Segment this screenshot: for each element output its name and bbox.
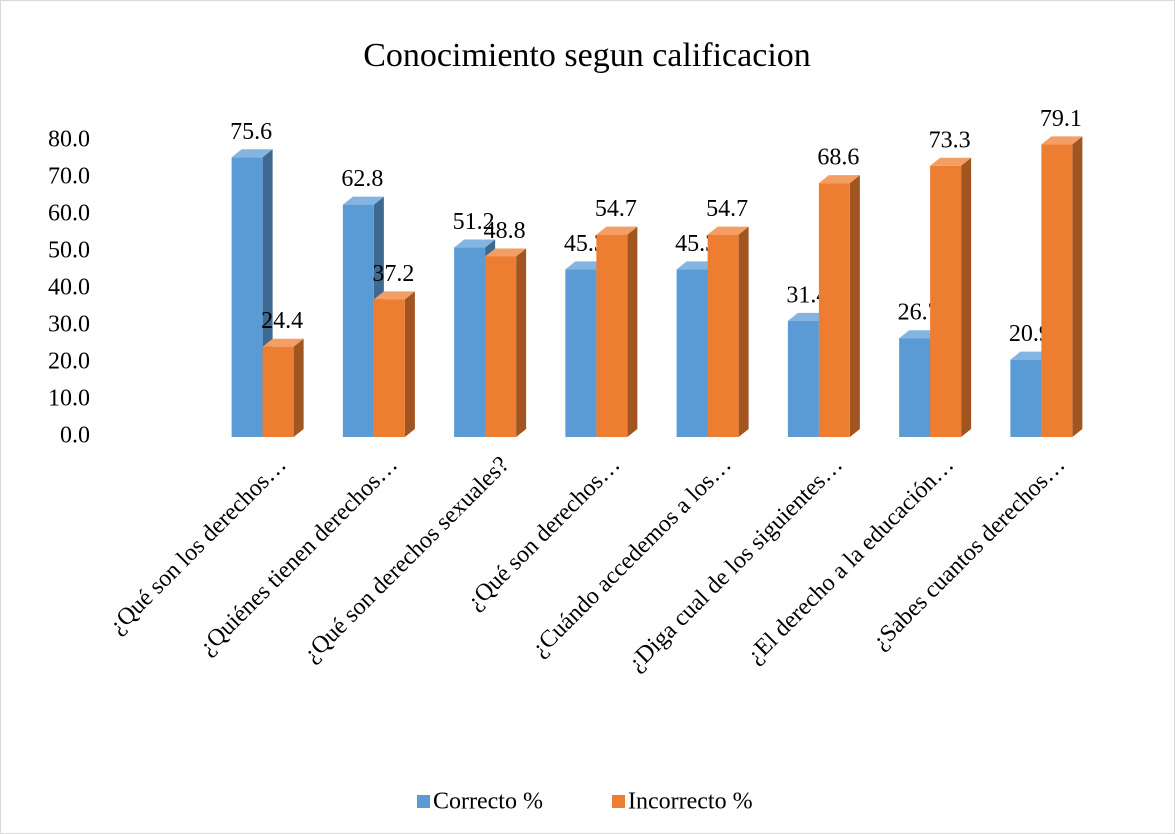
data-label: 75.6 [230, 119, 272, 145]
bar-side [849, 175, 860, 437]
bar-top [454, 239, 496, 248]
legend-swatch [417, 795, 430, 808]
data-label: 62.8 [341, 166, 383, 192]
bar-front [1010, 359, 1042, 437]
bar-front [787, 320, 819, 437]
chart-title: Conocimiento segun calificacion [363, 37, 811, 74]
data-label: 68.6 [817, 145, 859, 171]
bar [262, 338, 304, 437]
bar-top [1041, 136, 1083, 145]
legend-label: Incorrecto % [628, 789, 753, 815]
bar-side [961, 157, 972, 438]
y-tick-label: 50.0 [48, 238, 90, 264]
y-tick-label: 60.0 [48, 201, 90, 227]
bar-side [738, 226, 749, 437]
data-label: 54.7 [595, 196, 637, 222]
bar [373, 291, 415, 437]
bar-top [930, 157, 972, 166]
bar-front [899, 338, 931, 437]
bar-top [707, 226, 749, 235]
bar [930, 157, 972, 438]
bar-front [1041, 144, 1073, 437]
bar-front [818, 183, 850, 437]
y-tick-label: 80.0 [48, 127, 90, 153]
bar [818, 175, 860, 437]
bar-top [1010, 351, 1052, 360]
bar-front [565, 269, 597, 437]
bar-side [627, 226, 638, 437]
bar-front [676, 269, 708, 437]
bar-top [899, 330, 941, 339]
bar-top [342, 196, 384, 205]
bar-top [485, 248, 527, 257]
bar-top [787, 312, 829, 321]
bar [485, 248, 527, 437]
bar-front [231, 157, 263, 437]
bar [596, 226, 638, 437]
bar-side [293, 338, 304, 437]
bar-front [262, 346, 294, 437]
bar-front [342, 204, 374, 437]
legend-swatch [612, 795, 625, 808]
bar-top [676, 261, 718, 270]
bar-front [485, 256, 517, 437]
data-label: 48.8 [484, 218, 526, 244]
data-label: 37.2 [372, 261, 414, 287]
y-tick-label: 10.0 [48, 386, 90, 412]
y-tick-label: 20.0 [48, 349, 90, 375]
bar-top [818, 175, 860, 184]
bar-top [231, 149, 273, 158]
bar [1041, 136, 1083, 437]
data-label: 54.7 [706, 196, 748, 222]
data-label: 79.1 [1040, 106, 1082, 132]
y-tick-label: 70.0 [48, 164, 90, 190]
bar-side [1072, 136, 1083, 437]
bar-top [565, 261, 607, 270]
data-label: 24.4 [261, 308, 303, 334]
bar-side [404, 291, 415, 437]
y-tick-label: 30.0 [48, 312, 90, 338]
bar-top [262, 338, 304, 347]
bar-side [516, 248, 527, 437]
y-tick-label: 40.0 [48, 275, 90, 301]
bar-top [596, 226, 638, 235]
legend-label: Correcto % [433, 789, 543, 815]
data-label: 51.2 [453, 209, 495, 235]
bar-front [373, 299, 405, 437]
bar-front [707, 234, 739, 437]
bar-front [596, 234, 628, 437]
bar-front [454, 247, 486, 437]
y-tick-label: 0.0 [60, 423, 90, 449]
bar [707, 226, 749, 437]
bar-top [373, 291, 415, 300]
bar-front [930, 165, 962, 438]
data-label: 73.3 [929, 127, 971, 153]
